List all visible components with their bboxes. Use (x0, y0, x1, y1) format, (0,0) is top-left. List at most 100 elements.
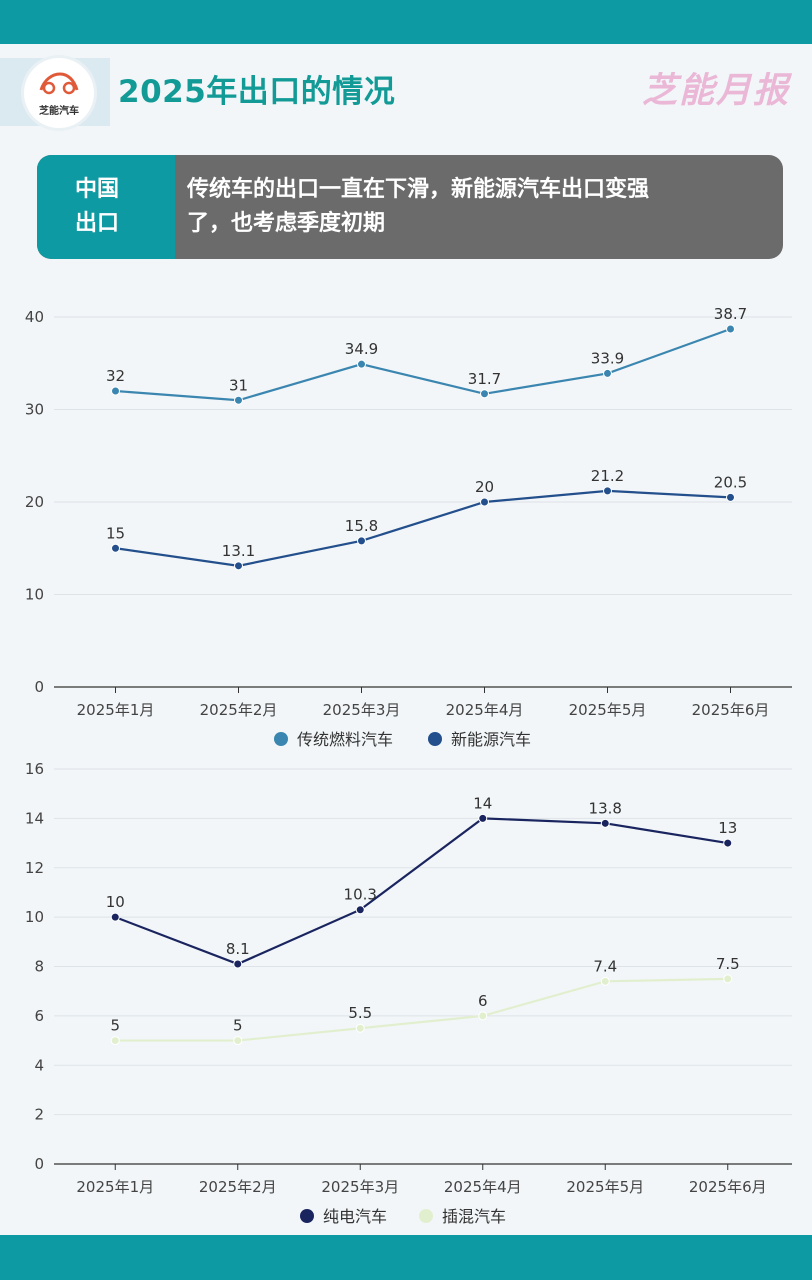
brand-logo: 芝能月报 (641, 71, 790, 111)
series-line-2 (115, 489, 731, 567)
x-tick-label: 2025年1月 (76, 1178, 154, 1196)
page-title: 2025年出口的情况 (118, 74, 396, 110)
data-point (480, 389, 489, 399)
data-point (110, 912, 120, 922)
data-point (111, 543, 120, 553)
bottom-bar (0, 1235, 812, 1280)
data-point (234, 561, 243, 571)
data-label: 5 (110, 1017, 120, 1035)
y-tick-label: 40 (25, 308, 44, 326)
y-tick-label: 10 (25, 908, 44, 926)
banner-label: 中国 出口 (37, 155, 175, 259)
data-label: 15.8 (345, 517, 378, 535)
data-point (600, 976, 610, 986)
legend-marker-1 (300, 1209, 314, 1223)
x-tick-label: 2025年4月 (446, 701, 524, 719)
top-bar (0, 0, 812, 44)
x-tick-label: 2025年5月 (569, 701, 647, 719)
data-label: 8.1 (226, 940, 250, 958)
data-label: 15 (106, 524, 125, 542)
x-tick-label: 2025年2月 (200, 701, 278, 719)
data-point (600, 818, 610, 828)
data-point (357, 359, 366, 369)
y-tick-label: 16 (25, 760, 44, 778)
y-tick-label: 6 (34, 1007, 44, 1025)
data-point (480, 497, 489, 507)
x-tick-label: 2025年3月 (323, 701, 401, 719)
header: 芝能汽车 2025年出口的情况 芝能月报 (0, 54, 812, 130)
data-label: 10 (106, 893, 125, 911)
data-point (723, 974, 733, 984)
data-point (723, 838, 733, 848)
banner-text-line2: 了，也考虑季度初期 (187, 211, 386, 236)
y-tick-label: 12 (25, 859, 44, 877)
data-label: 20.5 (714, 473, 747, 491)
legend-marker-2 (428, 732, 442, 746)
x-tick-label: 2025年3月 (321, 1178, 399, 1196)
y-tick-label: 14 (25, 809, 44, 827)
data-label: 31.7 (468, 370, 501, 388)
data-point (111, 386, 120, 396)
series-line-1 (114, 817, 728, 966)
banner-label-line1: 中国 (75, 177, 120, 202)
data-label: 32 (106, 367, 125, 385)
data-label: 38.7 (714, 305, 747, 323)
x-tick-label: 2025年6月 (689, 1178, 767, 1196)
data-point (233, 1036, 243, 1046)
y-tick-label: 2 (34, 1106, 44, 1124)
data-point (478, 813, 488, 823)
data-point (355, 905, 365, 915)
data-label: 6 (478, 992, 488, 1010)
banner-text-line1: 传统车的出口一直在下滑，新能源汽车出口变强 (187, 177, 650, 202)
data-point (110, 1036, 120, 1046)
logo: 芝能汽车 (24, 58, 94, 128)
y-tick-label: 30 (25, 401, 44, 419)
data-label: 5 (233, 1017, 243, 1035)
summary-banner: 中国 出口 传统车的出口一直在下滑，新能源汽车出口变强 了，也考虑季度初期 (37, 155, 783, 259)
data-point (726, 492, 735, 502)
y-tick-label: 0 (34, 1155, 44, 1173)
legend-label-1: 传统燃料汽车 (297, 730, 393, 749)
data-point (234, 395, 243, 405)
legend-label-2: 插混汽车 (442, 1207, 506, 1226)
data-label: 34.9 (345, 340, 378, 358)
data-point (603, 486, 612, 496)
data-point (233, 959, 243, 969)
x-tick-label: 2025年4月 (444, 1178, 522, 1196)
y-tick-label: 0 (34, 678, 44, 696)
data-label: 20 (475, 478, 494, 496)
y-tick-label: 10 (25, 586, 44, 604)
y-tick-label: 4 (34, 1056, 44, 1074)
data-label: 31 (229, 376, 248, 394)
data-point (603, 368, 612, 378)
logo-text: 芝能汽车 (39, 106, 79, 117)
legend-marker-2 (419, 1209, 433, 1223)
data-label: 21.2 (591, 467, 624, 485)
data-point (355, 1023, 365, 1033)
x-tick-label: 2025年2月 (199, 1178, 277, 1196)
data-label: 5.5 (348, 1004, 372, 1022)
x-tick-label: 2025年5月 (566, 1178, 644, 1196)
data-label: 33.9 (591, 349, 624, 367)
data-label: 10.3 (344, 886, 377, 904)
banner-label-line2: 出口 (75, 211, 120, 236)
chart-bev-vs-phev: 0 2 4 6 8 10 12 14 16 2025年1月 2025年2月 2025年3月 2025年4… (25, 760, 792, 1226)
car-icon (39, 72, 79, 95)
data-point (478, 1011, 488, 1021)
x-tick-label: 2025年1月 (77, 701, 155, 719)
legend-label-2: 新能源汽车 (451, 730, 531, 749)
data-point (726, 324, 735, 334)
x-tick-label: 2025年6月 (692, 701, 770, 719)
legend-label-1: 纯电汽车 (323, 1207, 387, 1226)
y-tick-label: 20 (25, 493, 44, 511)
data-label: 14 (473, 794, 492, 812)
series-line-1 (115, 327, 731, 402)
data-label: 13.1 (222, 542, 255, 560)
y-tick-label: 8 (34, 958, 44, 976)
series-line-2 (115, 977, 728, 1042)
data-label: 13.8 (589, 799, 622, 817)
data-label: 7.4 (593, 957, 617, 975)
legend-marker-1 (274, 732, 288, 746)
data-label: 13 (718, 819, 737, 837)
